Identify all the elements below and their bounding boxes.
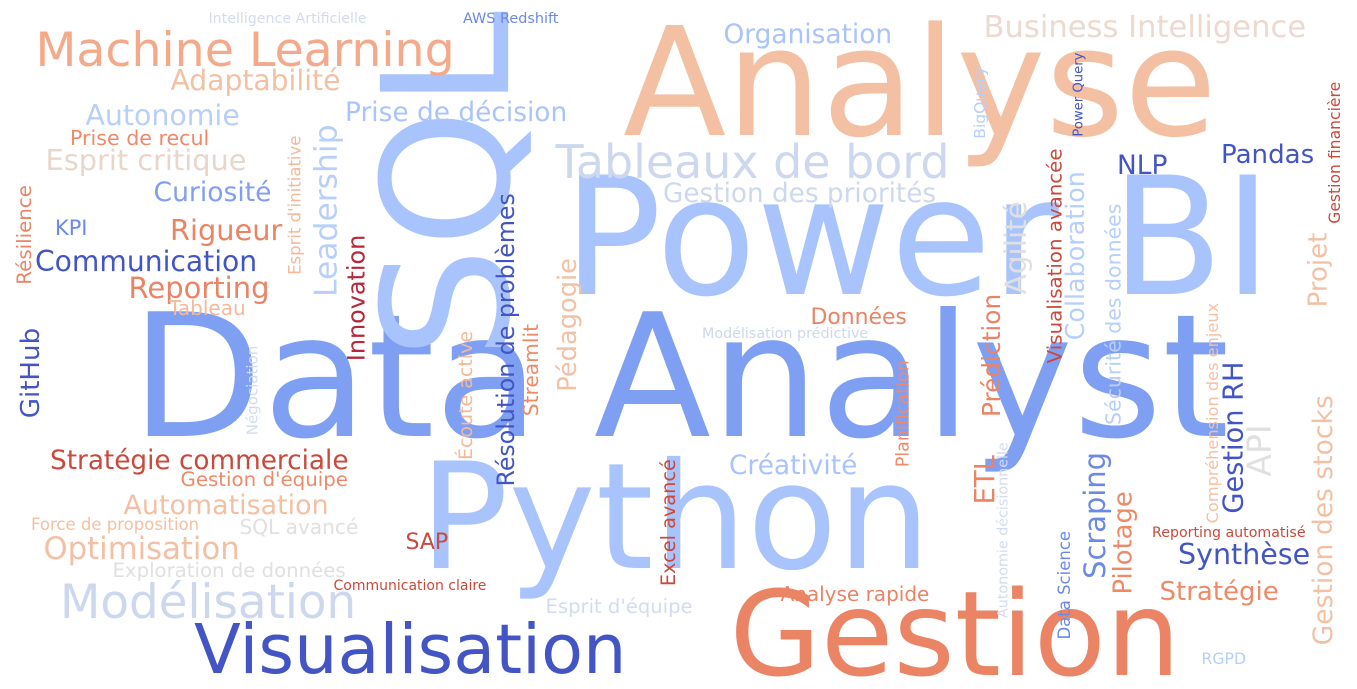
- word-rgpd: RGPD: [1201, 648, 1247, 668]
- word-data-analyst: Data Analyst: [131, 278, 1230, 477]
- word-leadership: Leadership: [308, 123, 345, 297]
- word-projet: Projet: [1302, 232, 1333, 307]
- word-force-de-proposition: Force de proposition: [31, 515, 200, 534]
- word-organisation: Organisation: [723, 19, 893, 50]
- word-pilotage: Pilotage: [1108, 490, 1139, 595]
- word-agilite: Agilité: [998, 200, 1033, 294]
- word-communication-claire: Communication claire: [333, 578, 487, 594]
- word-strategie-commerciale: Stratégie commerciale: [50, 446, 349, 476]
- word-data-science: Data Science: [1055, 530, 1075, 640]
- word-rigueur: Rigueur: [170, 212, 283, 247]
- word-negociation: Négociation: [243, 345, 262, 435]
- word-securite-des-donnees: Sécurité des données: [1100, 203, 1125, 425]
- word-modelisation: Modélisation: [60, 575, 357, 630]
- word-business-intelligence: Business Intelligence: [983, 9, 1307, 45]
- word-pandas: Pandas: [1221, 139, 1315, 170]
- word-power-bi: Power BI: [563, 141, 1272, 333]
- word-autonomie: Autonomie: [85, 99, 240, 132]
- word-prise-de-decision: Prise de décision: [345, 97, 568, 128]
- word-sap: SAP: [405, 530, 449, 555]
- word-intelligence-artificielle: Intelligence Artificielle: [208, 11, 367, 27]
- word-prediction: Prédiction: [977, 293, 1007, 417]
- word-streamlit: Streamlit: [518, 324, 543, 417]
- word-ecoute-active: Écoute active: [454, 330, 477, 460]
- word-api: API: [1239, 423, 1279, 477]
- word-visualisation-avancee: Visualisation avancée: [1043, 148, 1067, 364]
- word-reporting: Reporting: [128, 270, 270, 305]
- word-tableau: Tableau: [169, 296, 246, 320]
- word-modelisation-predictive: Modélisation prédictive: [702, 326, 869, 342]
- word-gestion: Gestion: [729, 566, 1181, 689]
- word-analyse-rapide: Analyse rapide: [780, 581, 930, 606]
- word-automatisation: Automatisation: [123, 489, 329, 521]
- word-esprit-critique: Esprit critique: [45, 142, 247, 177]
- word-machine-learning: Machine Learning: [35, 23, 455, 78]
- word-resilience: Résilience: [12, 185, 36, 285]
- word-reporting-automatise: Reporting automatisé: [1152, 524, 1306, 541]
- word-donnees: Données: [810, 305, 907, 330]
- word-synthese: Synthèse: [1178, 538, 1311, 571]
- word-visualisation: Visualisation: [194, 609, 627, 689]
- word-tableaux-de-bord: Tableaux de bord: [555, 134, 950, 189]
- word-sql-avance: SQL avancé: [239, 515, 359, 539]
- word-nlp: NLP: [1117, 149, 1168, 181]
- word-comprehension-des-enjeux: Compréhension des enjeux: [1202, 302, 1222, 523]
- word-power-query: Power Query: [1071, 52, 1087, 137]
- word-python: Python: [419, 430, 931, 603]
- word-bigquery: BigQuery: [970, 66, 989, 139]
- word-github: GitHub: [16, 327, 47, 418]
- word-innovation: Innovation: [342, 234, 371, 361]
- word-aws-redshift: AWS Redshift: [463, 11, 559, 27]
- word-adaptabilite: Adaptabilité: [170, 64, 341, 97]
- word-creativite: Créativité: [729, 450, 858, 481]
- word-analyse: Analyse: [623, 0, 1217, 171]
- word-excel-avance: Excel avancé: [656, 458, 680, 586]
- word-gestion-financiere: Gestion financière: [1325, 81, 1344, 224]
- word-esprit-d-initiative: Esprit d'initiative: [284, 135, 304, 275]
- word-kpi: KPI: [55, 215, 88, 240]
- word-prise-de-recul: Prise de recul: [70, 125, 210, 150]
- word-optimisation: Optimisation: [43, 531, 240, 567]
- word-gestion-des-priorites: Gestion des priorités: [663, 179, 937, 209]
- word-communication: Communication: [35, 245, 258, 278]
- word-autonomie-decisionnelle: Autonomie décisionnelle: [995, 442, 1012, 619]
- word-gestion-d-equipe: Gestion d'équipe: [180, 467, 348, 491]
- word-exploration-de-donnees: Exploration de données: [112, 558, 346, 582]
- word-scraping: Scraping: [1077, 451, 1112, 579]
- word-planification: Planification: [893, 360, 914, 468]
- word-resolution-de-problemes: Résolution de problèmes: [491, 193, 520, 487]
- word-gestion-des-stocks: Gestion des stocks: [1307, 394, 1339, 645]
- word-pedagogie: Pédagogie: [552, 258, 583, 392]
- word-esprit-d-equipe: Esprit d'équipe: [545, 595, 693, 618]
- word-strategie: Stratégie: [1159, 576, 1279, 607]
- word-curiosite: Curiosité: [153, 177, 272, 208]
